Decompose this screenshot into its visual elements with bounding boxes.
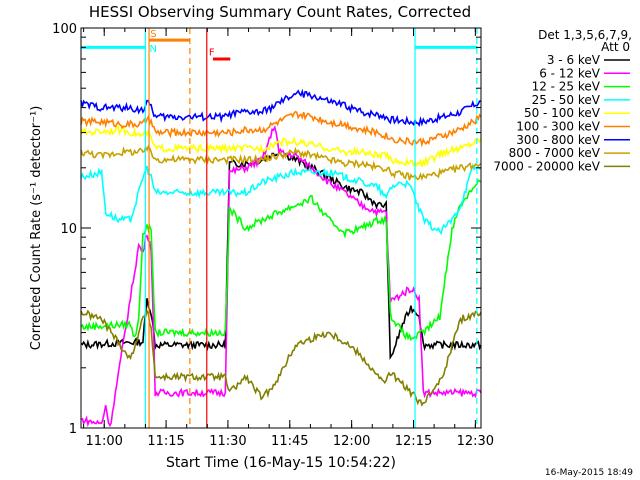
legend-label-12-25-kev: 12 - 25 keV	[532, 80, 601, 94]
series-800-7000-kev	[80, 144, 482, 182]
legend-header-line2: Att 0	[601, 40, 630, 54]
x-tick-label: 12:15	[395, 434, 432, 449]
legend-header-line1: Det 1,3,5,6,7,9,	[538, 28, 632, 42]
series-50-100-kev	[80, 125, 482, 168]
series-6-12-kev	[80, 124, 482, 428]
x-tick-label: 11:00	[85, 434, 122, 449]
legend-label-7000-20000-kev: 7000 - 20000 keV	[493, 159, 600, 173]
y-tick-label: 10	[60, 222, 77, 237]
flag-s-label: S	[150, 29, 156, 40]
series-300-800-kev	[80, 88, 482, 127]
flag-layer: SN F	[81, 28, 478, 428]
x-axis-label: Start Time (16-May-15 10:54:22)	[166, 455, 396, 471]
flag-n-label: N	[149, 44, 156, 55]
series-layer	[80, 88, 482, 428]
timestamp: 16-May-2015 18:49	[545, 468, 633, 478]
plot-frame	[80, 27, 482, 429]
series-25-50-kev	[80, 163, 482, 236]
y-tick-label: 100	[52, 22, 77, 37]
x-tick-label: 12:00	[333, 434, 370, 449]
axis-layer: 11:00 11:15 11:30 11:45 12:00 12:15 12:30 1 10 10…	[52, 22, 494, 449]
chart-title: HESSI Observing Summary Count Rates, Cor…	[89, 3, 471, 21]
legend-label-6-12-kev: 6 - 12 keV	[539, 66, 601, 80]
legend-label-50-100-kev: 50 - 100 keV	[524, 106, 601, 120]
x-tick-label: 11:45	[271, 434, 308, 449]
legend-label-100-300-kev: 100 - 300 keV	[516, 120, 600, 134]
series-12-25-kev	[80, 178, 482, 342]
legend-label-800-7000-kev: 800 - 7000 keV	[509, 146, 601, 160]
legend-label-3-6-kev: 3 - 6 keV	[547, 53, 601, 67]
flag-f-label: F	[209, 47, 215, 58]
legend-label-25-50-kev: 25 - 50 keV	[532, 93, 601, 107]
y-tick-label: 1	[69, 422, 77, 437]
series-7000-20000-kev	[80, 308, 482, 407]
series-100-300-kev	[80, 110, 482, 148]
legend-label-300-800-kev: 300 - 800 keV	[516, 133, 600, 147]
y-axis-label: Corrected Count Rate (s⁻¹ detector⁻¹)	[29, 106, 44, 351]
x-tick-label: 12:30	[457, 434, 494, 449]
x-tick-label: 11:30	[209, 434, 246, 449]
x-tick-label: 11:15	[147, 434, 184, 449]
